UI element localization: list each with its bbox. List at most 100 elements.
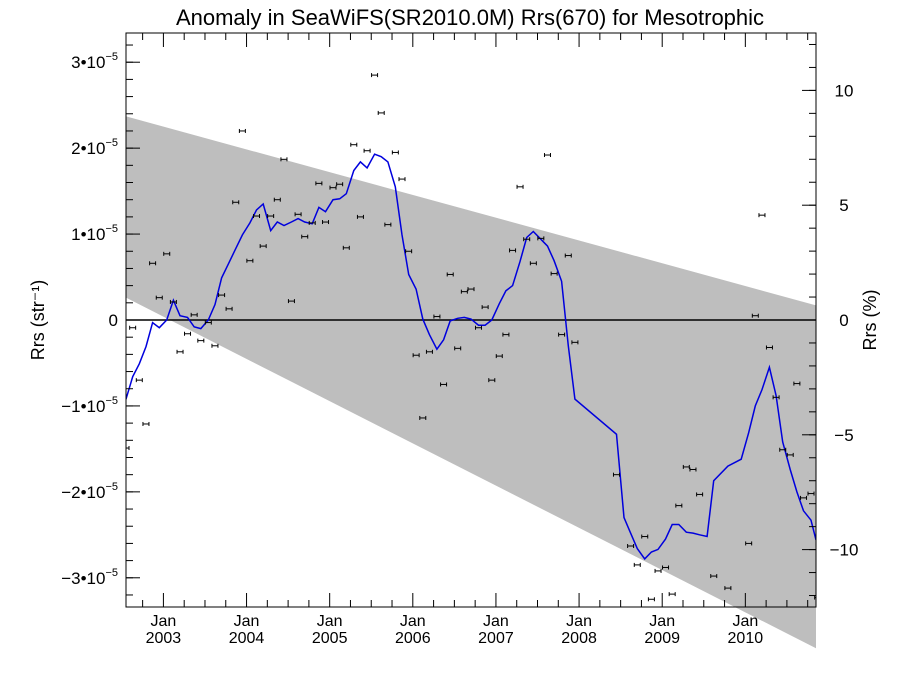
data-point xyxy=(197,338,205,343)
x-tick-label-month: Jan xyxy=(400,613,426,630)
data-point xyxy=(280,157,288,162)
data-point xyxy=(543,153,551,158)
data-point xyxy=(668,592,676,597)
data-point xyxy=(204,320,212,325)
data-point xyxy=(793,381,801,386)
x-tick-label-year: 2004 xyxy=(229,630,265,647)
data-point xyxy=(537,236,545,241)
y-axis-label-right: Rrs (%) xyxy=(860,290,880,351)
data-point xyxy=(142,421,150,426)
confidence-band xyxy=(126,116,816,649)
data-point xyxy=(377,110,385,115)
data-point xyxy=(176,349,184,354)
data-point xyxy=(425,349,433,354)
data-point xyxy=(689,467,697,472)
y-right-tick-label: −5 xyxy=(834,426,853,445)
data-point xyxy=(765,345,773,350)
data-point xyxy=(273,197,281,202)
data-point xyxy=(523,237,531,242)
y-right-tick-label: 0 xyxy=(839,311,848,330)
data-point xyxy=(564,253,572,258)
data-point xyxy=(371,73,379,78)
data-point xyxy=(350,142,358,147)
data-point xyxy=(571,340,579,345)
data-point xyxy=(758,213,766,218)
x-tick-label-month: Jan xyxy=(566,613,592,630)
data-point xyxy=(474,325,482,330)
data-point xyxy=(225,306,233,311)
x-tick-label-year: 2009 xyxy=(644,630,680,647)
data-point xyxy=(481,305,489,310)
data-point xyxy=(184,331,192,336)
data-point xyxy=(287,299,295,304)
x-tick-label-year: 2006 xyxy=(395,630,431,647)
data-point xyxy=(163,251,171,256)
data-point xyxy=(807,491,815,496)
data-point xyxy=(259,244,267,249)
data-point xyxy=(440,382,448,387)
data-point xyxy=(135,378,143,383)
data-point xyxy=(550,271,558,276)
data-point xyxy=(238,128,246,133)
data-point xyxy=(419,415,427,420)
data-point xyxy=(246,258,254,263)
x-tick-label-month: Jan xyxy=(151,613,177,630)
data-point xyxy=(751,313,759,318)
data-point xyxy=(654,568,662,573)
data-point xyxy=(301,234,309,239)
data-point xyxy=(696,492,704,497)
data-point xyxy=(641,534,649,539)
data-point xyxy=(391,150,399,155)
x-tick-label-year: 2005 xyxy=(312,630,348,647)
data-point xyxy=(800,495,808,500)
data-point xyxy=(329,185,337,190)
data-point xyxy=(211,343,219,348)
data-point xyxy=(405,249,413,254)
y-axis-label-left: Rrs (str⁻¹) xyxy=(28,280,48,360)
data-point xyxy=(682,464,690,469)
x-tick-label-month: Jan xyxy=(732,613,758,630)
data-point xyxy=(126,446,130,451)
data-point xyxy=(724,586,732,591)
data-point xyxy=(772,395,780,400)
y-left-tick-label: −3•10−5 xyxy=(61,567,118,588)
data-point xyxy=(627,543,635,548)
y-left-tick-label: 1•10−5 xyxy=(71,223,118,244)
x-tick-label-month: Jan xyxy=(317,613,343,630)
data-point xyxy=(169,299,177,304)
data-point xyxy=(745,541,753,546)
x-tick-label-month: Jan xyxy=(483,613,509,630)
data-point xyxy=(129,325,137,330)
data-point xyxy=(336,182,344,187)
data-point xyxy=(710,574,718,579)
data-point xyxy=(190,312,198,317)
y-left-tick-label: −1•10−5 xyxy=(61,395,118,416)
x-tick-label-month: Jan xyxy=(649,613,675,630)
data-point xyxy=(675,503,683,508)
x-tick-label-year: 2003 xyxy=(146,630,182,647)
data-point xyxy=(218,293,226,298)
smoothed-series-line xyxy=(126,153,816,561)
data-point xyxy=(460,289,468,294)
y-right-tick-label: 5 xyxy=(839,196,848,215)
y-right-tick-label: −10 xyxy=(830,541,859,560)
x-tick-label-year: 2007 xyxy=(478,630,514,647)
data-point xyxy=(454,346,462,351)
data-point xyxy=(786,452,794,457)
data-point xyxy=(363,148,371,153)
data-point xyxy=(495,354,503,359)
data-point xyxy=(647,597,655,602)
y-left-tick-label: 2•10−5 xyxy=(71,137,118,158)
data-point xyxy=(446,272,454,277)
data-point xyxy=(633,562,641,567)
y-left-tick-label: −2•10−5 xyxy=(61,481,118,502)
data-point xyxy=(253,214,261,219)
y-right-tick-label: 10 xyxy=(835,81,854,100)
data-point xyxy=(612,472,620,477)
data-point xyxy=(322,220,330,225)
data-point xyxy=(509,248,517,253)
data-point xyxy=(662,565,670,570)
data-point xyxy=(529,261,537,266)
data-point xyxy=(558,332,566,337)
